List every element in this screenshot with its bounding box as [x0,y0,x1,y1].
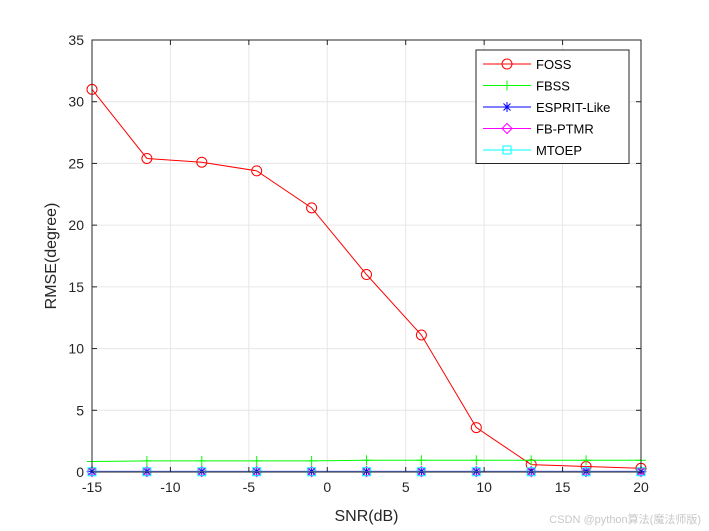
x-axis-label: SNR(dB) [334,508,398,525]
data-point-fb-ptmr [525,465,537,478]
x-tick-label: -10 [160,479,180,495]
data-point-fbss [416,455,427,466]
series-fbss [87,455,646,467]
series-foss [86,83,647,474]
x-tick-label: 10 [476,479,492,495]
axis-ticks: -15 -10 -5 0 5 10 15 20 0 5 10 15 20 25 30 35 [68,32,649,495]
y-tick-label: 30 [68,94,84,110]
y-tick-label: 25 [68,155,84,171]
legend-marker [501,122,513,135]
data-point-fb-ptmr [580,465,592,478]
y-tick-label: 0 [76,464,84,480]
legend-label: ESPRIT-Like [536,100,610,115]
series-line-foss [91,89,642,469]
data-point-fb-ptmr [196,465,208,478]
legend-item-fbss: FBSS [483,79,570,94]
data-point-foss [361,269,372,281]
data-point-fb-ptmr [86,465,98,478]
legend-label: FB-PTMR [536,122,594,137]
data-point-foss [196,156,208,168]
y-axis-label: RMSE(degree) [43,203,60,310]
data-point-foss [306,202,318,214]
y-tick-label: 5 [76,402,84,418]
legend-label: MTOEP [536,143,582,158]
data-point-fbss [526,455,537,466]
legend-item-mtoep: MTOEP [483,143,582,158]
data-point-fb-ptmr [360,465,373,478]
y-tick-label: 35 [68,32,84,48]
data-point-foss [251,165,263,177]
legend-marker [502,102,512,112]
y-tick-label: 20 [68,217,84,233]
data-point-foss [415,329,427,341]
legend-item-fb-ptmr: FB-PTMR [483,122,594,137]
legend-marker [502,80,512,91]
x-tick-label: 0 [323,479,331,495]
data-point-fbss [361,455,372,466]
legend-label: FOSS [536,57,572,72]
plot-frame [91,39,642,473]
x-tick-label: 15 [555,479,571,495]
data-point-fb-ptmr [415,465,428,478]
legend-label: FBSS [536,79,570,94]
data-point-fbss [306,455,317,466]
data-point-fb-ptmr [250,465,263,478]
data-point-fbss [471,455,482,466]
x-tick-label: -5 [243,479,256,495]
data-point-fb-ptmr [141,465,153,478]
legend-marker [502,145,512,155]
legend-item-esprit-like: ESPRIT-Like [483,100,610,115]
y-tick-label: 15 [68,279,84,295]
data-point-fb-ptmr [305,465,318,478]
data-point-foss [470,422,482,434]
data-point-fb-ptmr [635,465,647,478]
data-point-fb-ptmr [470,465,483,478]
data-point-foss [141,152,153,164]
watermark: CSDN @python算法(魔法师版) [549,514,701,526]
legend: FOSS FBSS ESPRIT-Like FB-PTMR MTOEP [475,49,630,164]
data-point-fbss [196,455,207,466]
x-tick-label: 5 [402,479,410,495]
x-tick-label: 20 [633,479,649,495]
data-point-fbss [251,455,262,466]
legend-marker [501,58,513,70]
y-tick-label: 10 [68,341,84,357]
legend-item-foss: FOSS [483,57,572,72]
data-point-fbss [141,455,152,466]
data-point-fbss [581,455,592,466]
x-tick-label: -15 [82,479,102,495]
